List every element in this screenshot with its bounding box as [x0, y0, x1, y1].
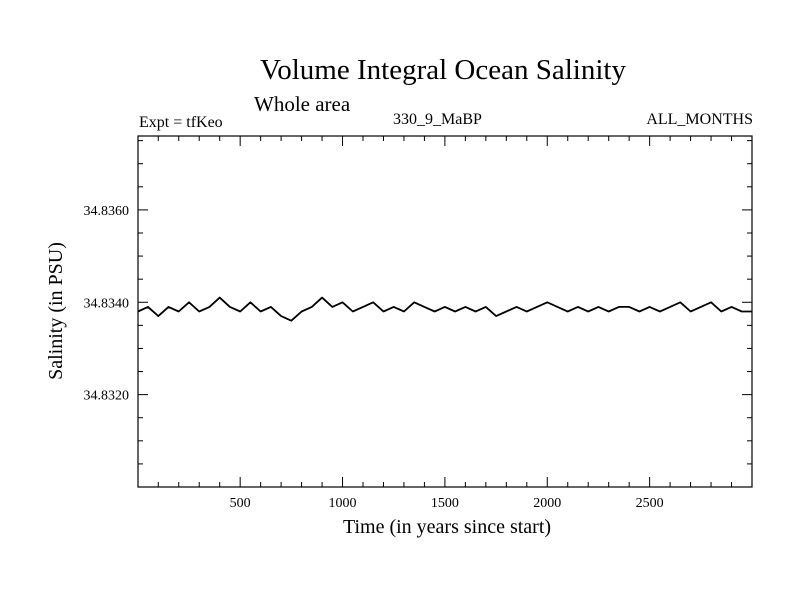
y-tick-label: 34.8340: [84, 296, 130, 311]
experiment-label: Expt = tfKeo: [139, 114, 223, 131]
y-tick-label: 34.8320: [84, 389, 130, 404]
x-tick-label: 2000: [533, 496, 561, 511]
tick-labels: 500 1000 1500 2000 2500 34.8320 34.8340 34.8360: [84, 204, 664, 511]
x-tick-label: 2500: [636, 496, 664, 511]
run-label: 330_9_MaBP: [393, 111, 482, 128]
series-group: [137, 296, 752, 322]
y-axis-label: Salinity (in PSU): [45, 242, 67, 380]
x-tick-label: 500: [230, 496, 251, 511]
chart-subtitle: Whole area: [254, 92, 351, 116]
chart-title: Volume Integral Ocean Salinity: [260, 54, 626, 86]
axis-ticks: [138, 136, 752, 487]
period-label: ALL_MONTHS: [646, 111, 753, 128]
x-axis-label: Time (in years since start): [343, 516, 551, 538]
y-tick-label: 34.8360: [84, 204, 130, 219]
series-line: [137, 296, 752, 322]
plot-frame: [137, 135, 753, 488]
x-tick-label: 1000: [329, 496, 357, 511]
x-tick-label: 1500: [431, 496, 459, 511]
